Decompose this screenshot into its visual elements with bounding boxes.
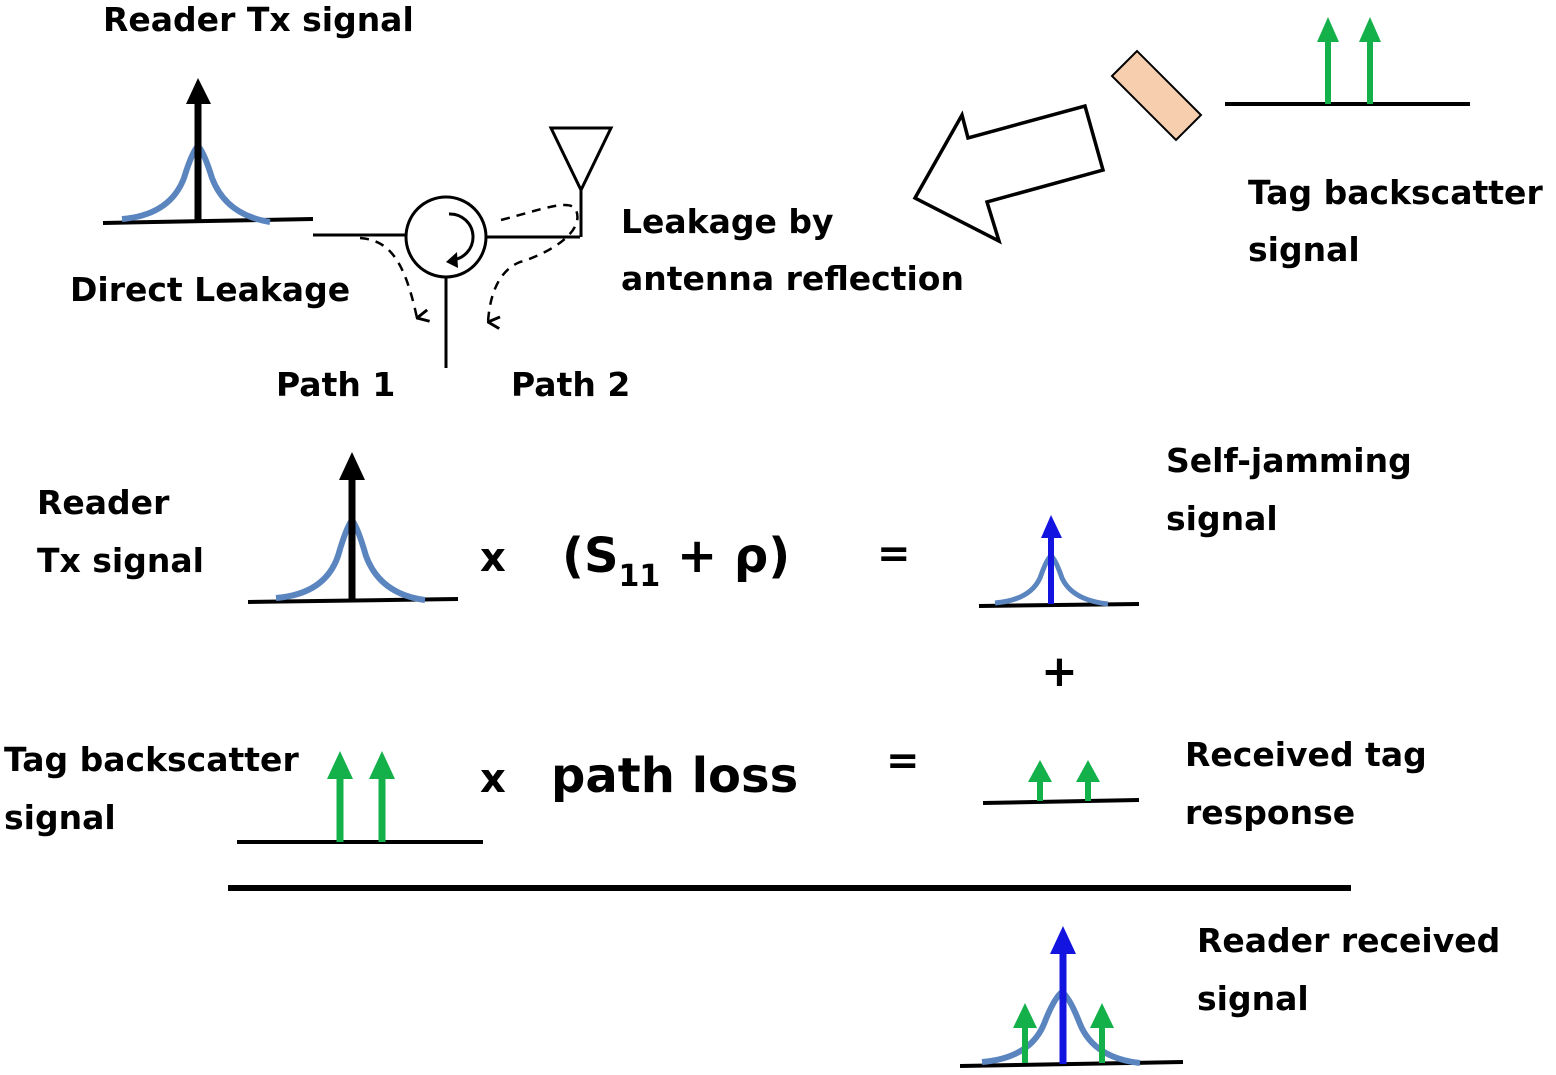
- self-jamming-label-line2: signal: [1166, 499, 1278, 538]
- received-tag-label-line1: Received tag: [1185, 735, 1427, 774]
- reader-received-label-line2: signal: [1197, 979, 1309, 1018]
- antenna-icon: [548, 126, 614, 237]
- self-jamming-label-line1: Self-jamming: [1166, 441, 1412, 480]
- eq1-factor-subscript: 11: [618, 559, 661, 594]
- tag-backscatter-label-top-line1: Tag backscatter: [1248, 173, 1543, 212]
- eq1-label-line1: Reader: [37, 483, 170, 522]
- plus-sign: +: [1041, 646, 1078, 697]
- eq2-label-line1: Tag backscatter: [4, 740, 299, 779]
- eq1-label-line2: Tx signal: [37, 541, 204, 580]
- eq1-equals-sign: =: [877, 531, 911, 577]
- received-tag-label-line2: response: [1185, 793, 1356, 832]
- reader-received-spectrum: [959, 926, 1184, 1068]
- path2-dashed-arrow: [488, 203, 579, 322]
- reader-tx-title: Reader Tx signal: [103, 0, 414, 39]
- incoming-hollow-arrow: [912, 103, 1106, 245]
- eq2-times-sign: x: [480, 756, 506, 802]
- reader-tx-spectrum-eq1: [247, 452, 459, 604]
- eq1-times-sign: x: [480, 535, 506, 581]
- tag-backscatter-label-top-line2: signal: [1248, 230, 1360, 269]
- eq1-factor: (S11 + ρ): [562, 528, 791, 594]
- eq2-equals-sign: =: [886, 738, 920, 784]
- tag-backscatter-spectrum-eq2: [237, 751, 483, 844]
- received-tag-response-spectrum: [982, 760, 1140, 805]
- path1-label: Path 1: [276, 365, 396, 404]
- direct-leakage-label: Direct Leakage: [70, 270, 351, 309]
- antenna-leakage-label-line1: Leakage by: [621, 202, 834, 241]
- reader-tx-spectrum-top: [102, 78, 314, 225]
- circulator: [313, 195, 580, 368]
- antenna-leakage-label-line2: antenna reflection: [621, 259, 964, 298]
- path2-label: Path 2: [511, 365, 631, 404]
- reader-received-label-line1: Reader received: [1197, 921, 1501, 960]
- eq2-label-line2: signal: [4, 798, 116, 837]
- tag-icon: [1110, 49, 1203, 142]
- eq2-factor: path loss: [551, 748, 799, 804]
- tag-backscatter-spectrum-top: [1225, 17, 1470, 106]
- self-jamming-spectrum: [978, 515, 1140, 608]
